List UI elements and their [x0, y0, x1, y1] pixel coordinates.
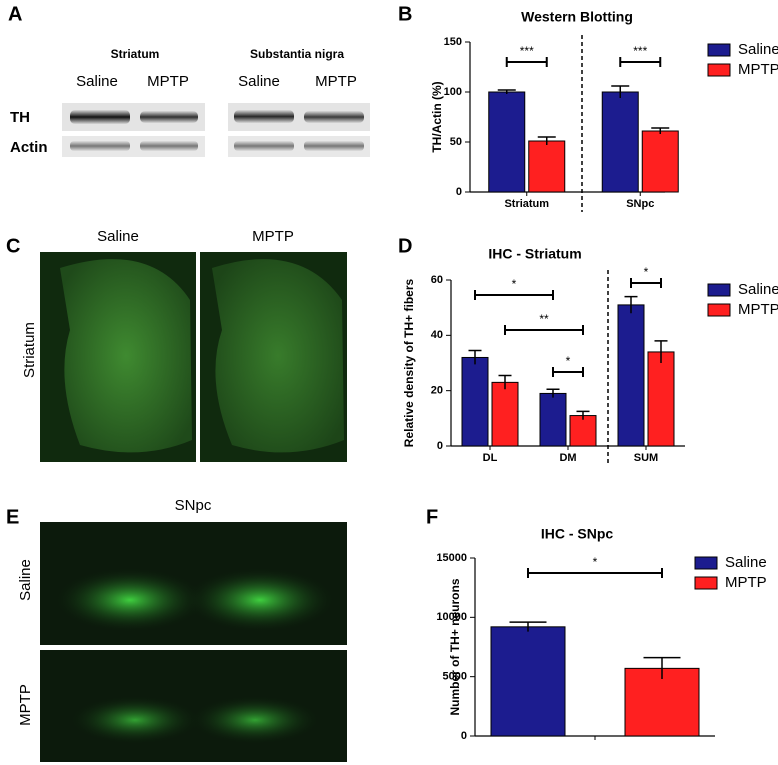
bar — [617, 304, 645, 447]
y-tick-label: 20 — [431, 385, 443, 397]
legend-swatch — [694, 576, 718, 590]
row-label: MPTP — [17, 684, 34, 726]
bar — [528, 140, 566, 193]
column-label: MPTP — [147, 73, 189, 90]
error-bar — [611, 85, 630, 98]
significance-label: * — [593, 555, 598, 569]
significance-bracket — [505, 57, 548, 67]
legend-label: MPTP — [738, 301, 778, 318]
bar — [647, 351, 675, 447]
x-tick-label: DL — [483, 452, 498, 464]
ihc-image — [40, 522, 347, 762]
error-bar — [497, 89, 516, 94]
bar — [490, 626, 566, 737]
ihc-image — [40, 252, 347, 462]
y-tick-label: 0 — [437, 440, 443, 452]
y-axis-label: Relative density of TH+ fibers — [402, 278, 416, 447]
x-tick-label: SNpc — [626, 198, 654, 210]
chart-title: IHC - Striatum — [488, 246, 581, 262]
panel-letter: B — [398, 3, 412, 25]
y-tick-label: 0 — [456, 186, 462, 198]
error-bar — [509, 621, 547, 632]
image-title: SNpc — [175, 497, 212, 514]
legend-label: MPTP — [738, 61, 778, 78]
column-label: MPTP — [315, 73, 357, 90]
error-bar — [624, 295, 638, 314]
error-bar — [468, 349, 482, 365]
bar — [569, 415, 597, 447]
y-tick-label: 10000 — [436, 611, 467, 623]
error-bar — [651, 127, 670, 134]
region-label: Substantia nigra — [250, 47, 344, 61]
significance-label: * — [644, 265, 649, 279]
error-bar — [643, 656, 681, 680]
y-axis-label: TH/Actin (%) — [430, 81, 444, 152]
bar — [601, 91, 639, 193]
panel-letter: E — [6, 506, 19, 528]
row-label: Actin — [10, 139, 48, 156]
x-tick-label: Striatum — [504, 198, 549, 210]
legend-label: MPTP — [725, 574, 767, 591]
significance-bracket — [527, 568, 663, 578]
row-label: Striatum — [21, 322, 38, 378]
error-bar — [546, 388, 560, 398]
significance-label: * — [566, 354, 571, 368]
blot-image — [62, 103, 370, 157]
y-tick-label: 60 — [431, 274, 443, 286]
region-label: Striatum — [111, 47, 160, 61]
y-tick-label: 50 — [450, 136, 462, 148]
legend-label: Saline — [738, 41, 778, 58]
bar — [488, 91, 526, 193]
x-tick-label: SUM — [634, 452, 658, 464]
x-tick-label: DM — [559, 452, 576, 464]
significance-bracket — [504, 325, 584, 335]
y-tick-label: 40 — [431, 329, 443, 341]
column-label: Saline — [76, 73, 118, 90]
significance-label: * — [512, 277, 517, 291]
y-axis-label: Number of TH+ neurons — [448, 578, 462, 715]
bar — [539, 392, 567, 447]
bar — [491, 381, 519, 447]
error-bar — [537, 136, 556, 145]
error-bar — [498, 374, 512, 390]
column-label: Saline — [97, 228, 139, 245]
legend-label: Saline — [725, 554, 767, 571]
panel-letter: F — [426, 506, 438, 528]
legend-swatch — [694, 556, 718, 570]
significance-label: *** — [633, 44, 647, 58]
chart-title: Western Blotting — [521, 9, 633, 25]
panel-letter: A — [8, 3, 22, 25]
y-tick-label: 5000 — [443, 671, 467, 683]
panel-letter: C — [6, 235, 20, 257]
legend-swatch — [707, 303, 731, 317]
legend-swatch — [707, 43, 731, 57]
column-label: Saline — [238, 73, 280, 90]
chart-title: IHC - SNpc — [541, 526, 614, 542]
significance-bracket — [630, 278, 662, 288]
row-label: Saline — [17, 559, 34, 601]
bar — [461, 356, 489, 447]
bar — [624, 667, 700, 737]
legend-label: Saline — [738, 281, 778, 298]
significance-bracket — [474, 290, 554, 300]
significance-label: *** — [520, 44, 534, 58]
y-tick-label: 15000 — [436, 552, 467, 564]
y-tick-label: 150 — [444, 36, 462, 48]
significance-bracket — [619, 57, 662, 67]
significance-label: ** — [539, 312, 549, 326]
significance-bracket — [552, 367, 584, 377]
error-bar — [576, 410, 590, 420]
row-label: TH — [10, 109, 30, 126]
error-bar — [654, 340, 668, 363]
y-tick-label: 0 — [461, 730, 467, 742]
legend-swatch — [707, 63, 731, 77]
panel-letter: D — [398, 235, 412, 257]
y-tick-label: 100 — [444, 86, 462, 98]
column-label: MPTP — [252, 228, 294, 245]
bar — [641, 130, 679, 193]
legend-swatch — [707, 283, 731, 297]
